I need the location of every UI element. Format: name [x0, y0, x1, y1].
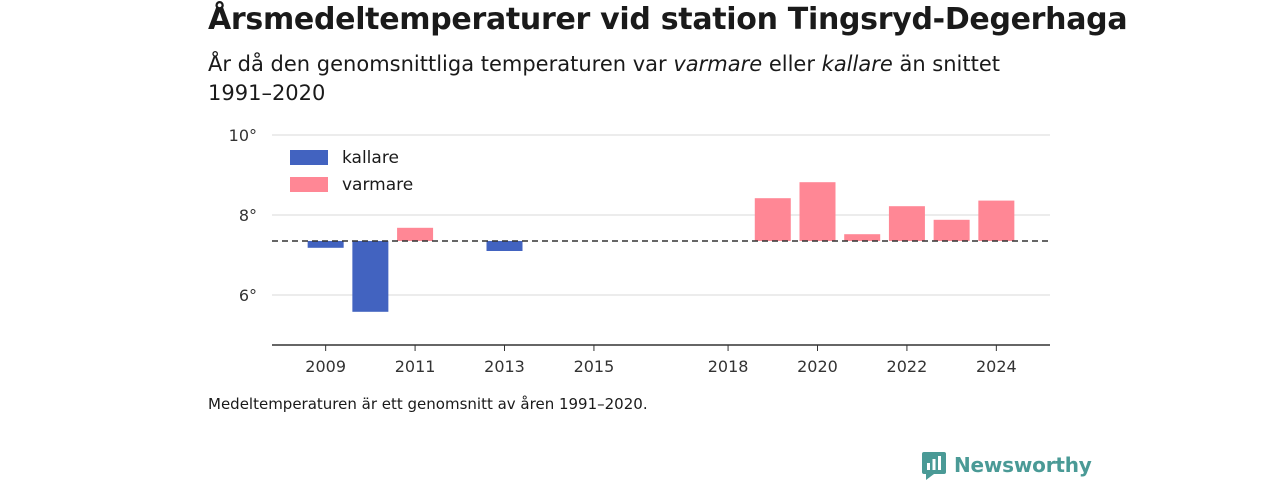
y-tick-label: 8° [239, 206, 257, 225]
y-tick-label: 6° [239, 286, 257, 305]
x-tick-label: 2022 [887, 357, 928, 376]
x-tick-label: 2013 [484, 357, 525, 376]
x-tick-label: 2024 [976, 357, 1017, 376]
x-tick-label: 2020 [797, 357, 838, 376]
bar-2011 [397, 227, 434, 241]
legend-label-varmare: varmare [342, 175, 413, 195]
legend-label-kallare: kallare [342, 148, 399, 168]
legend-swatch-kallare [290, 150, 328, 165]
bar-2010 [352, 241, 389, 312]
bar-2019 [754, 198, 791, 241]
chart-title: Årsmedeltemperaturer vid station Tingsry… [208, 2, 1128, 37]
temperature-bar-chart: 6° 8° 10° 2009 2011 2013 2015 2018 2020 2022 2024 k… [229, 126, 1050, 376]
x-tick-label: 2018 [708, 357, 749, 376]
y-tick-label: 10° [229, 126, 257, 145]
x-tick-label: 2009 [305, 357, 346, 376]
subtitle-warm-word: varmare [673, 52, 763, 76]
chart-subtitle: År då den genomsnittliga temperaturen va… [208, 50, 1028, 108]
footnote: Medeltemperaturen är ett genomsnitt av å… [208, 395, 648, 413]
subtitle-cold-word: kallare [821, 52, 893, 76]
subtitle-text-3: än snittet 1991–2020 [208, 52, 1001, 105]
bar-2022 [888, 206, 925, 241]
newsworthy-logo[interactable]: Newsworthy [922, 450, 1092, 480]
subtitle-text-2: eller [762, 52, 822, 76]
subtitle-text-1: År då den genomsnittliga temperaturen va… [208, 52, 674, 76]
brand-name: Newsworthy [954, 453, 1092, 477]
bar-2009 [307, 241, 344, 248]
x-tick-label: 2011 [395, 357, 436, 376]
bar-2020 [799, 182, 836, 241]
newsworthy-icon [922, 452, 946, 480]
legend-swatch-varmare [290, 177, 328, 192]
x-tick-label: 2015 [574, 357, 615, 376]
bar-2023 [933, 219, 970, 241]
bar-2013 [486, 241, 523, 251]
bar-2021 [844, 234, 881, 241]
bar-2024 [978, 200, 1015, 241]
